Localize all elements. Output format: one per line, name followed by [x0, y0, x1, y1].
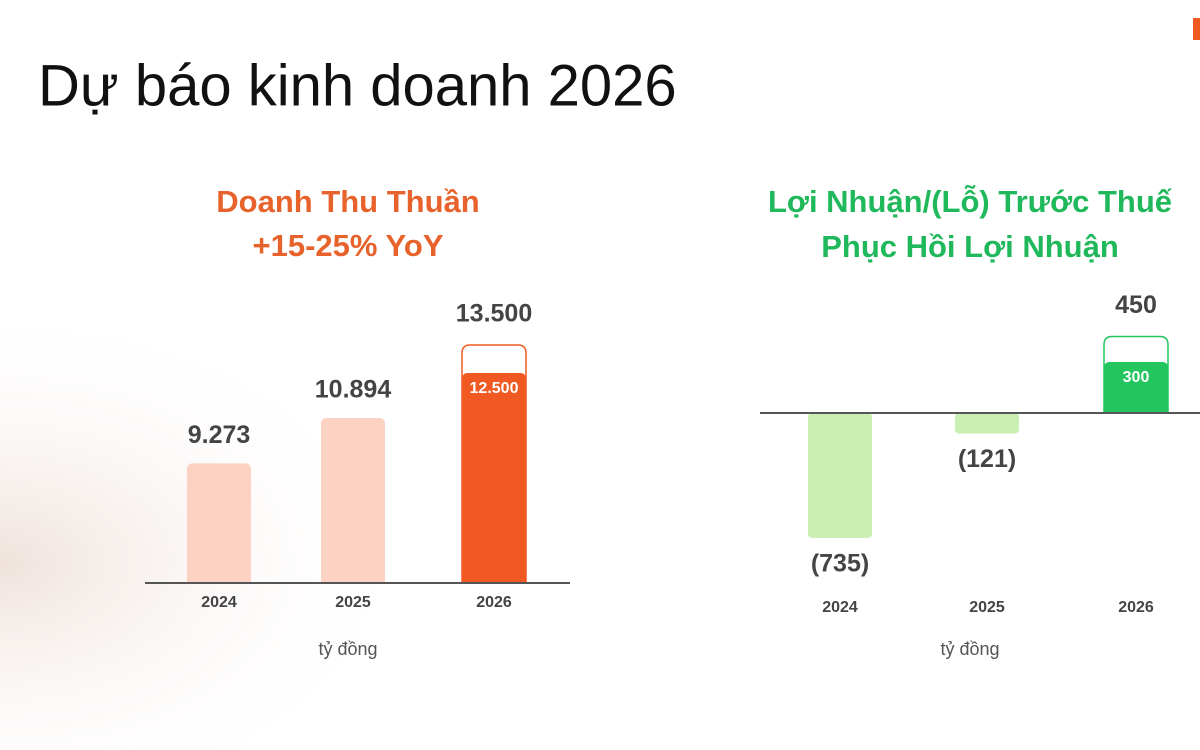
bar — [462, 373, 526, 583]
chart-subtitle: +15-25% YoY — [253, 228, 444, 263]
x-tick-label: 2026 — [476, 594, 512, 611]
bar — [321, 417, 385, 583]
bar — [1104, 362, 1168, 413]
x-axis-label: tỷ đồng — [318, 639, 377, 659]
value-label: (735) — [811, 550, 869, 578]
value-label: 9.273 — [188, 421, 251, 449]
value-label: 10.894 — [315, 376, 392, 404]
x-tick-label: 2025 — [969, 599, 1005, 616]
value-label: 12.500 — [470, 380, 519, 397]
x-tick-label: 2024 — [822, 599, 858, 616]
chart-title: Doanh Thu Thuần — [216, 184, 479, 219]
bar — [808, 413, 872, 538]
x-tick-label: 2026 — [1118, 599, 1154, 616]
bar — [187, 463, 251, 583]
x-axis-label: tỷ đồng — [940, 639, 999, 659]
x-tick-label: 2025 — [335, 594, 371, 611]
value-label: 13.500 — [456, 300, 532, 328]
logo-mark — [1193, 18, 1200, 40]
value-label: 450 — [1115, 291, 1157, 319]
slide-title: Dự báo kinh doanh 2026 — [38, 53, 677, 118]
value-label: (121) — [958, 445, 1016, 473]
chart-subtitle: Phục Hồi Lợi Nhuận — [821, 229, 1119, 264]
bar — [955, 413, 1019, 434]
x-tick-label: 2024 — [201, 594, 237, 611]
value-label: 300 — [1123, 369, 1150, 386]
chart-title: Lợi Nhuận/(Lỗ) Trước Thuế — [768, 184, 1173, 219]
